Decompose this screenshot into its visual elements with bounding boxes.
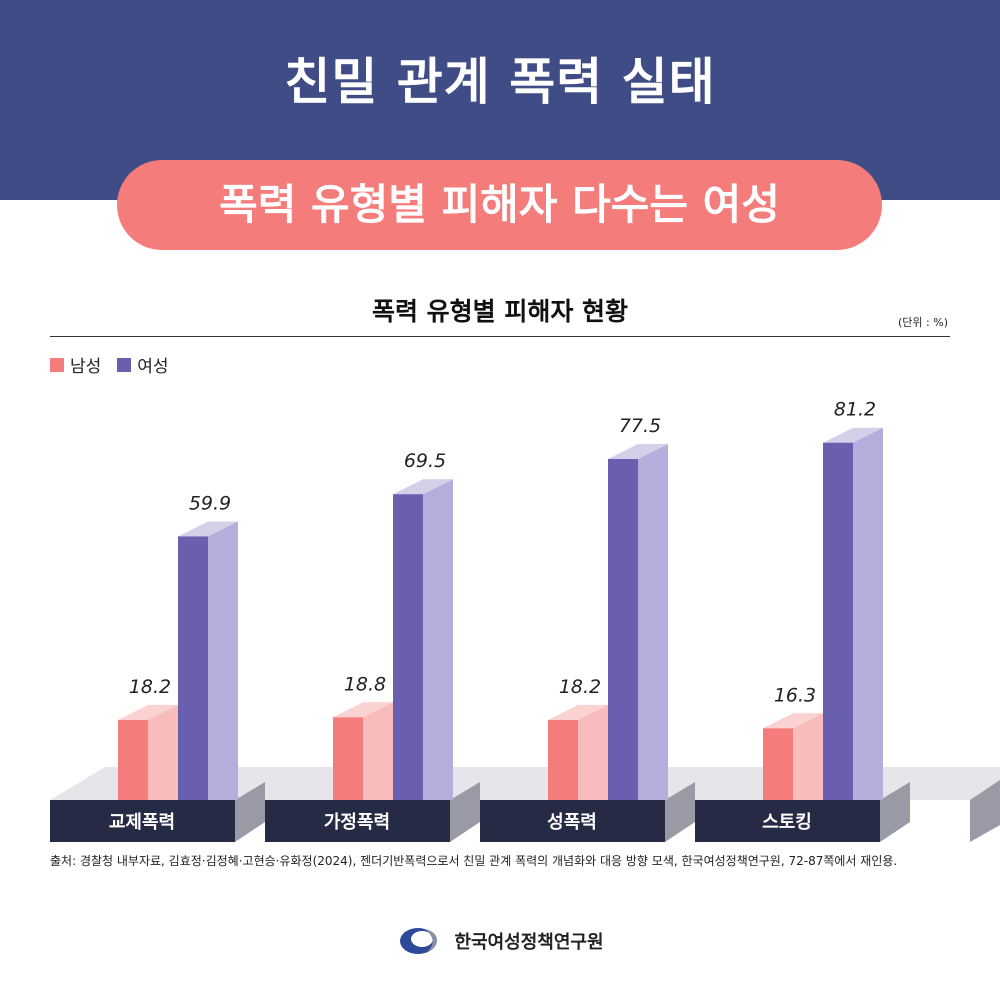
data-label: 18.8 — [344, 673, 386, 695]
data-label: 18.2 — [559, 676, 601, 698]
category-label: 가정폭력 — [324, 812, 390, 833]
bar-top-face — [763, 713, 823, 729]
data-label: 16.3 — [774, 684, 816, 706]
bar — [178, 536, 208, 800]
data-label: 18.2 — [129, 676, 171, 698]
category-label: 성폭력 — [547, 812, 597, 833]
bar-side-face — [853, 427, 883, 800]
floor-top — [50, 767, 1000, 800]
category-label: 스토킹 — [762, 812, 812, 833]
legend-swatch-male — [50, 357, 64, 372]
category-plate-side — [450, 782, 480, 842]
bar-side-face — [423, 479, 453, 800]
bar-top-face — [548, 704, 608, 720]
data-label: 81.2 — [834, 399, 876, 421]
category-plate — [50, 800, 235, 842]
category-plate-side — [235, 782, 265, 842]
legend-item-male: 남성 — [50, 352, 101, 377]
category-plate — [695, 800, 880, 842]
bar-top-face — [333, 702, 393, 718]
org-name: 한국여성정책연구원 — [454, 932, 604, 953]
category-plate — [265, 800, 450, 842]
bar-side-face — [148, 704, 178, 800]
page-title: 친밀 관계 폭력 실태 — [284, 53, 716, 111]
bar-side-face — [578, 704, 608, 800]
data-label: 69.5 — [404, 450, 446, 472]
chart-title: 폭력 유형별 피해자 현황 — [371, 297, 629, 326]
floor-edge — [970, 780, 1000, 842]
subtitle-pill: 폭력 유형별 피해자 다수는 여성 — [117, 160, 882, 250]
bar-top-face — [823, 427, 883, 443]
category-plate-side — [665, 782, 695, 842]
subtitle-text: 폭력 유형별 피해자 다수는 여성 — [219, 180, 780, 229]
legend-label-male: 남성 — [70, 357, 102, 377]
bar — [118, 719, 148, 800]
data-label: 59.9 — [189, 492, 231, 514]
bar-side-face — [793, 713, 823, 800]
bar-top-face — [178, 521, 238, 537]
category-plate — [480, 800, 665, 842]
footer: 한국여성정책연구원 — [0, 925, 1000, 957]
bar-top-face — [393, 479, 453, 495]
bar — [548, 719, 578, 800]
bar — [763, 728, 793, 800]
source-note: 출처: 경찰청 내부자료, 김효정·김정혜·고현승·유화정(2024), 젠더기… — [50, 854, 898, 868]
legend-swatch-female — [117, 357, 132, 372]
bar-side-face — [638, 444, 668, 800]
legend-item-female: 여성 — [117, 352, 169, 377]
legend-label-female: 여성 — [137, 357, 169, 377]
bar — [333, 717, 363, 800]
unit-note: (단위 : %) — [898, 316, 948, 329]
title-divider — [50, 336, 950, 337]
bar — [823, 442, 853, 800]
bar-top-face — [118, 704, 178, 720]
kwdi-logo-icon — [400, 928, 438, 954]
chart-legend: 남성 여성 — [50, 352, 185, 377]
bar — [393, 494, 423, 800]
bar-top-face — [608, 444, 668, 459]
category-plate-side — [880, 782, 910, 842]
category-label: 교제폭력 — [109, 812, 175, 833]
bar — [608, 459, 638, 800]
bar-side-face — [208, 521, 238, 800]
bar-side-face — [363, 702, 393, 800]
data-label: 77.5 — [619, 415, 661, 437]
